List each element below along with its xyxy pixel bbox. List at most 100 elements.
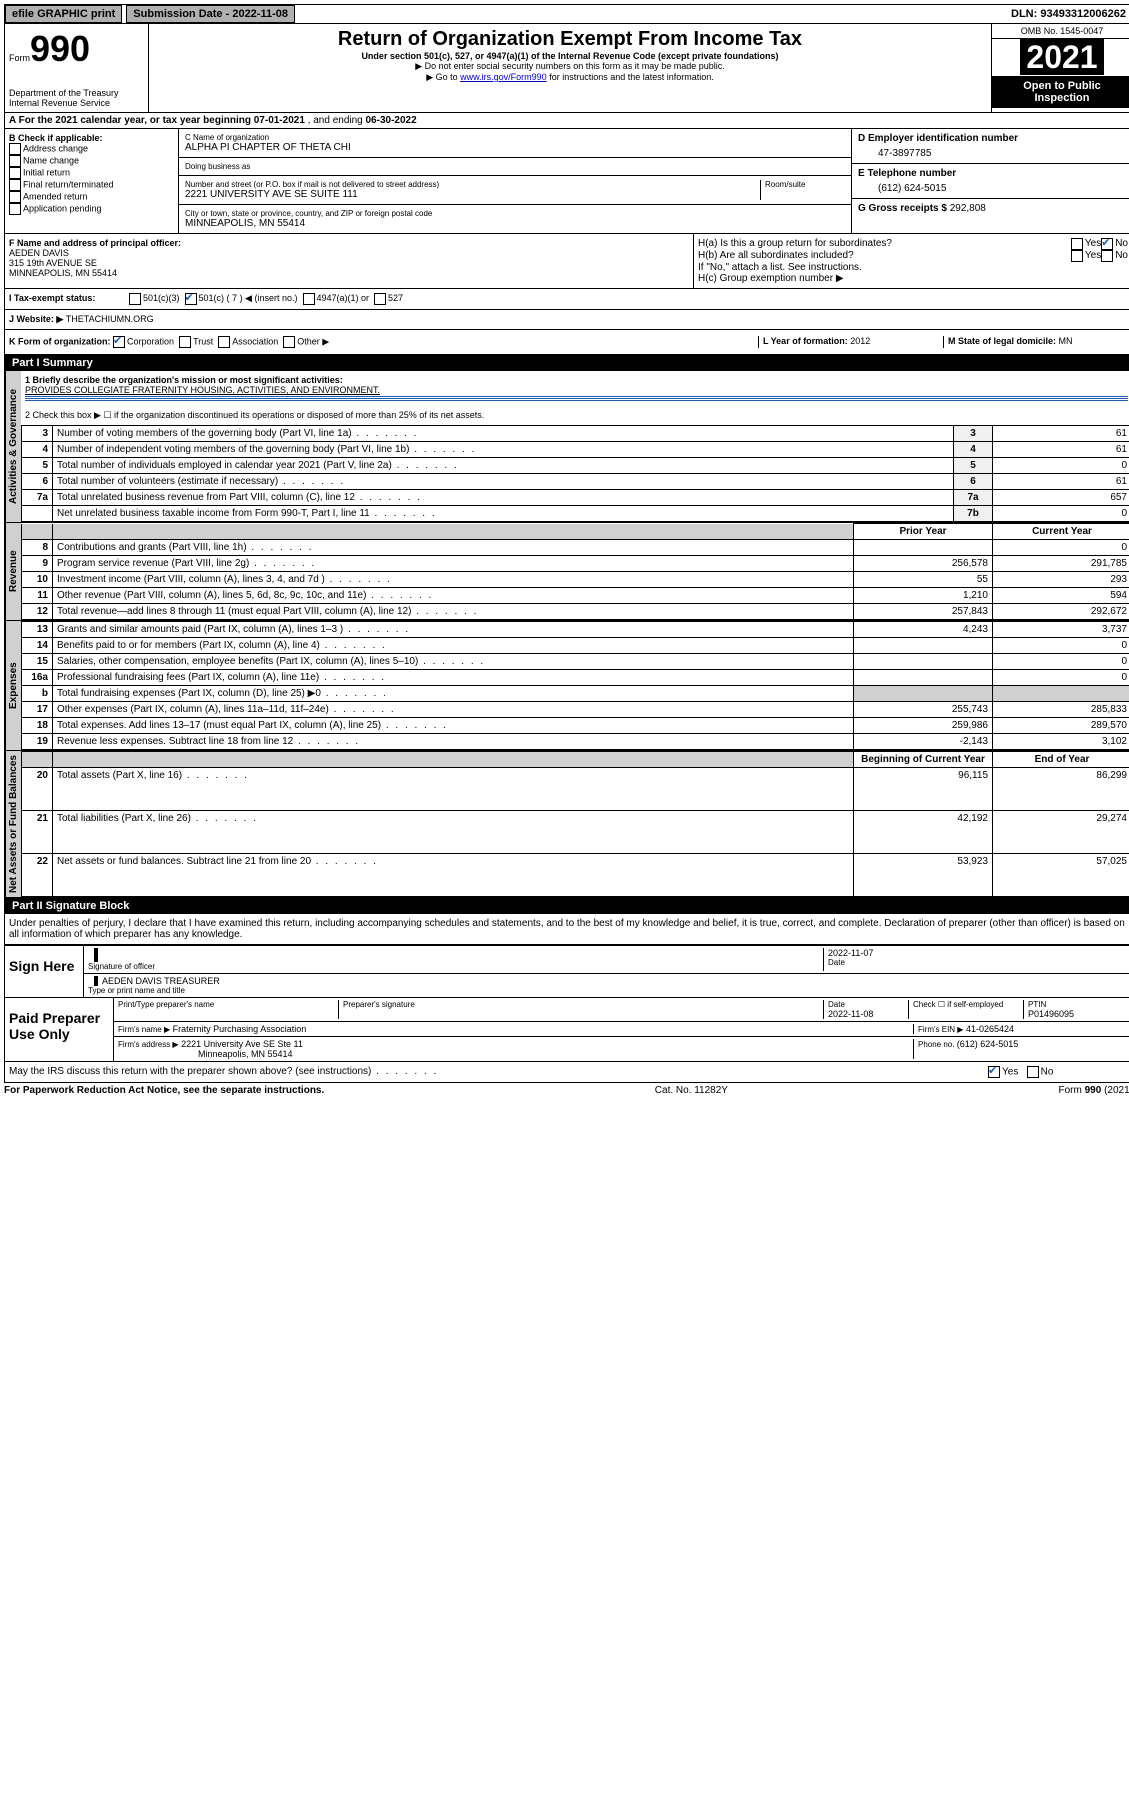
tax-year: 2021 [1020,39,1103,75]
c-name-label: C Name of organization [185,133,845,142]
table-row: 6Total number of volunteers (estimate if… [22,474,1129,490]
ptin-val: P01496095 [1028,1009,1128,1019]
firm-phone: (612) 624-5015 [957,1039,1019,1049]
rev-table: Prior Year Current Year 8Contributions a… [21,523,1129,620]
l-label: L Year of formation: [763,336,850,346]
section-a-m: A For the 2021 calendar year, or tax yea… [4,113,1129,355]
hb-note: If "No," attach a list. See instructions… [698,262,1128,273]
dln: DLN: 93493312006262 [1005,6,1129,22]
cb-527[interactable] [374,293,386,305]
cb-initial-return[interactable] [9,167,21,179]
discuss-text: May the IRS discuss this return with the… [9,1066,988,1078]
form-title: Return of Organization Exempt From Incom… [153,28,987,51]
cb-other[interactable] [283,336,295,348]
dln-label: DLN: [1011,8,1040,20]
sig-date-label: Date [828,958,1128,967]
cb-amended[interactable] [9,191,21,203]
cb-501c[interactable] [185,293,197,305]
table-row: 19Revenue less expenses. Subtract line 1… [22,734,1129,750]
form-number: 990 [30,28,90,69]
k-label: K Form of organization: [9,336,111,346]
cb-app-pending[interactable] [9,203,21,215]
box-h: H(a) Is this a group return for subordin… [694,234,1129,288]
cb-ha-no[interactable] [1101,238,1113,250]
table-row: 12Total revenue—add lines 8 through 11 (… [22,604,1129,620]
cb-address-change[interactable] [9,143,21,155]
discuss-yes: Yes [1002,1067,1018,1078]
phone-label: E Telephone number [858,168,1126,179]
prep-sig-label: Preparer's signature [339,1000,824,1019]
city-label: City or town, state or province, country… [185,209,845,218]
org-name: ALPHA PI CHAPTER OF THETA CHI [185,142,845,153]
submission-label: Submission Date - [133,8,232,20]
part1-rev: Revenue Prior Year Current Year 8Contrib… [4,523,1129,621]
k-o1: Corporation [127,336,174,346]
table-row: 7aTotal unrelated business revenue from … [22,490,1129,506]
firm-ein-label: Firm's EIN ▶ [918,1025,963,1034]
ty-end: 06-30-2022 [366,115,417,126]
fr-post: (2021) [1101,1085,1129,1096]
prep-date-val: 2022-11-08 [828,1009,908,1019]
cb-hb-no[interactable] [1101,250,1113,262]
mission-text: PROVIDES COLLEGIATE FRATERNITY HOUSING, … [25,385,1128,395]
table-row: 8Contributions and grants (Part VIII, li… [22,540,1129,556]
vlabel-netassets: Net Assets or Fund Balances [5,751,21,897]
efile-print-button[interactable]: efile GRAPHIC print [5,5,122,23]
cb-corp[interactable] [113,336,125,348]
header-center: Return of Organization Exempt From Incom… [149,24,991,112]
cb-trust[interactable] [179,336,191,348]
opt-1: Name change [23,155,79,165]
header-right: OMB No. 1545-0047 2021 Open to Public In… [991,24,1129,112]
cb-ha-yes[interactable] [1071,238,1083,250]
vlabel-expenses: Expenses [5,621,21,750]
gross-val: 292,808 [950,203,986,214]
cb-assoc[interactable] [218,336,230,348]
dept-treasury: Department of the Treasury [9,88,144,98]
line-a-mid: , and ending [308,115,366,126]
box-de: D Employer identification number 47-3897… [852,129,1129,233]
box-b: B Check if applicable: Address change Na… [5,129,179,233]
form-subtitle: Under section 501(c), 527, or 4947(a)(1)… [153,51,987,61]
table-row: 5Total number of individuals employed in… [22,458,1129,474]
irs-link[interactable]: www.irs.gov/Form990 [460,72,547,82]
i-o1: 501(c)(3) [143,293,180,305]
table-row: 14Benefits paid to or for members (Part … [22,638,1129,654]
submission-date: Submission Date - 2022-11-08 [126,5,295,23]
note-ssn: ▶ Do not enter social security numbers o… [153,61,987,72]
firm-addr1: 2221 University Ave SE Ste 11 [181,1039,303,1049]
addr-label: Number and street (or P.O. box if mail i… [185,180,760,189]
i-o4: 527 [388,293,403,305]
cb-4947[interactable] [303,293,315,305]
firm-name: Fraternity Purchasing Association [173,1024,307,1034]
goto-pre: ▶ Go to [426,72,460,82]
prep-name-label: Print/Type preparer's name [118,1000,339,1019]
cb-name-change[interactable] [9,155,21,167]
open-public-badge: Open to Public Inspection [992,76,1129,108]
opt-0: Address change [23,143,88,153]
footer: For Paperwork Reduction Act Notice, see … [4,1083,1129,1098]
gov-table: 3Number of voting members of the governi… [21,425,1129,522]
hb-yes: Yes [1085,250,1101,262]
cb-final-return[interactable] [9,179,21,191]
gross-label: G Gross receipts $ [858,203,950,214]
cb-501c3[interactable] [129,293,141,305]
discuss-row: May the IRS discuss this return with the… [4,1062,1129,1083]
m-val: MN [1059,336,1073,346]
i-label: I Tax-exempt status: [9,293,129,305]
cb-discuss-yes[interactable] [988,1066,1000,1078]
prep-date-label: Date [828,1000,908,1009]
table-row: 11Other revenue (Part VIII, column (A), … [22,588,1129,604]
footer-left: For Paperwork Reduction Act Notice, see … [4,1085,324,1096]
cb-discuss-no[interactable] [1027,1066,1039,1078]
firm-addr-label: Firm's address ▶ [118,1040,179,1049]
hdr-end: End of Year [993,752,1129,768]
cb-hb-yes[interactable] [1071,250,1083,262]
officer-addr1: 315 19th AVENUE SE [9,258,689,268]
ein-label: D Employer identification number [858,133,1126,144]
row-bcdefg: B Check if applicable: Address change Na… [5,129,1129,233]
fr-pre: Form [1059,1085,1085,1096]
vlabel-governance: Activities & Governance [5,371,21,522]
line-klm: K Form of organization: Corporation Trus… [5,329,1129,354]
irs-label: Internal Revenue Service [9,98,144,108]
part1-exp: Expenses 13Grants and similar amounts pa… [4,621,1129,751]
